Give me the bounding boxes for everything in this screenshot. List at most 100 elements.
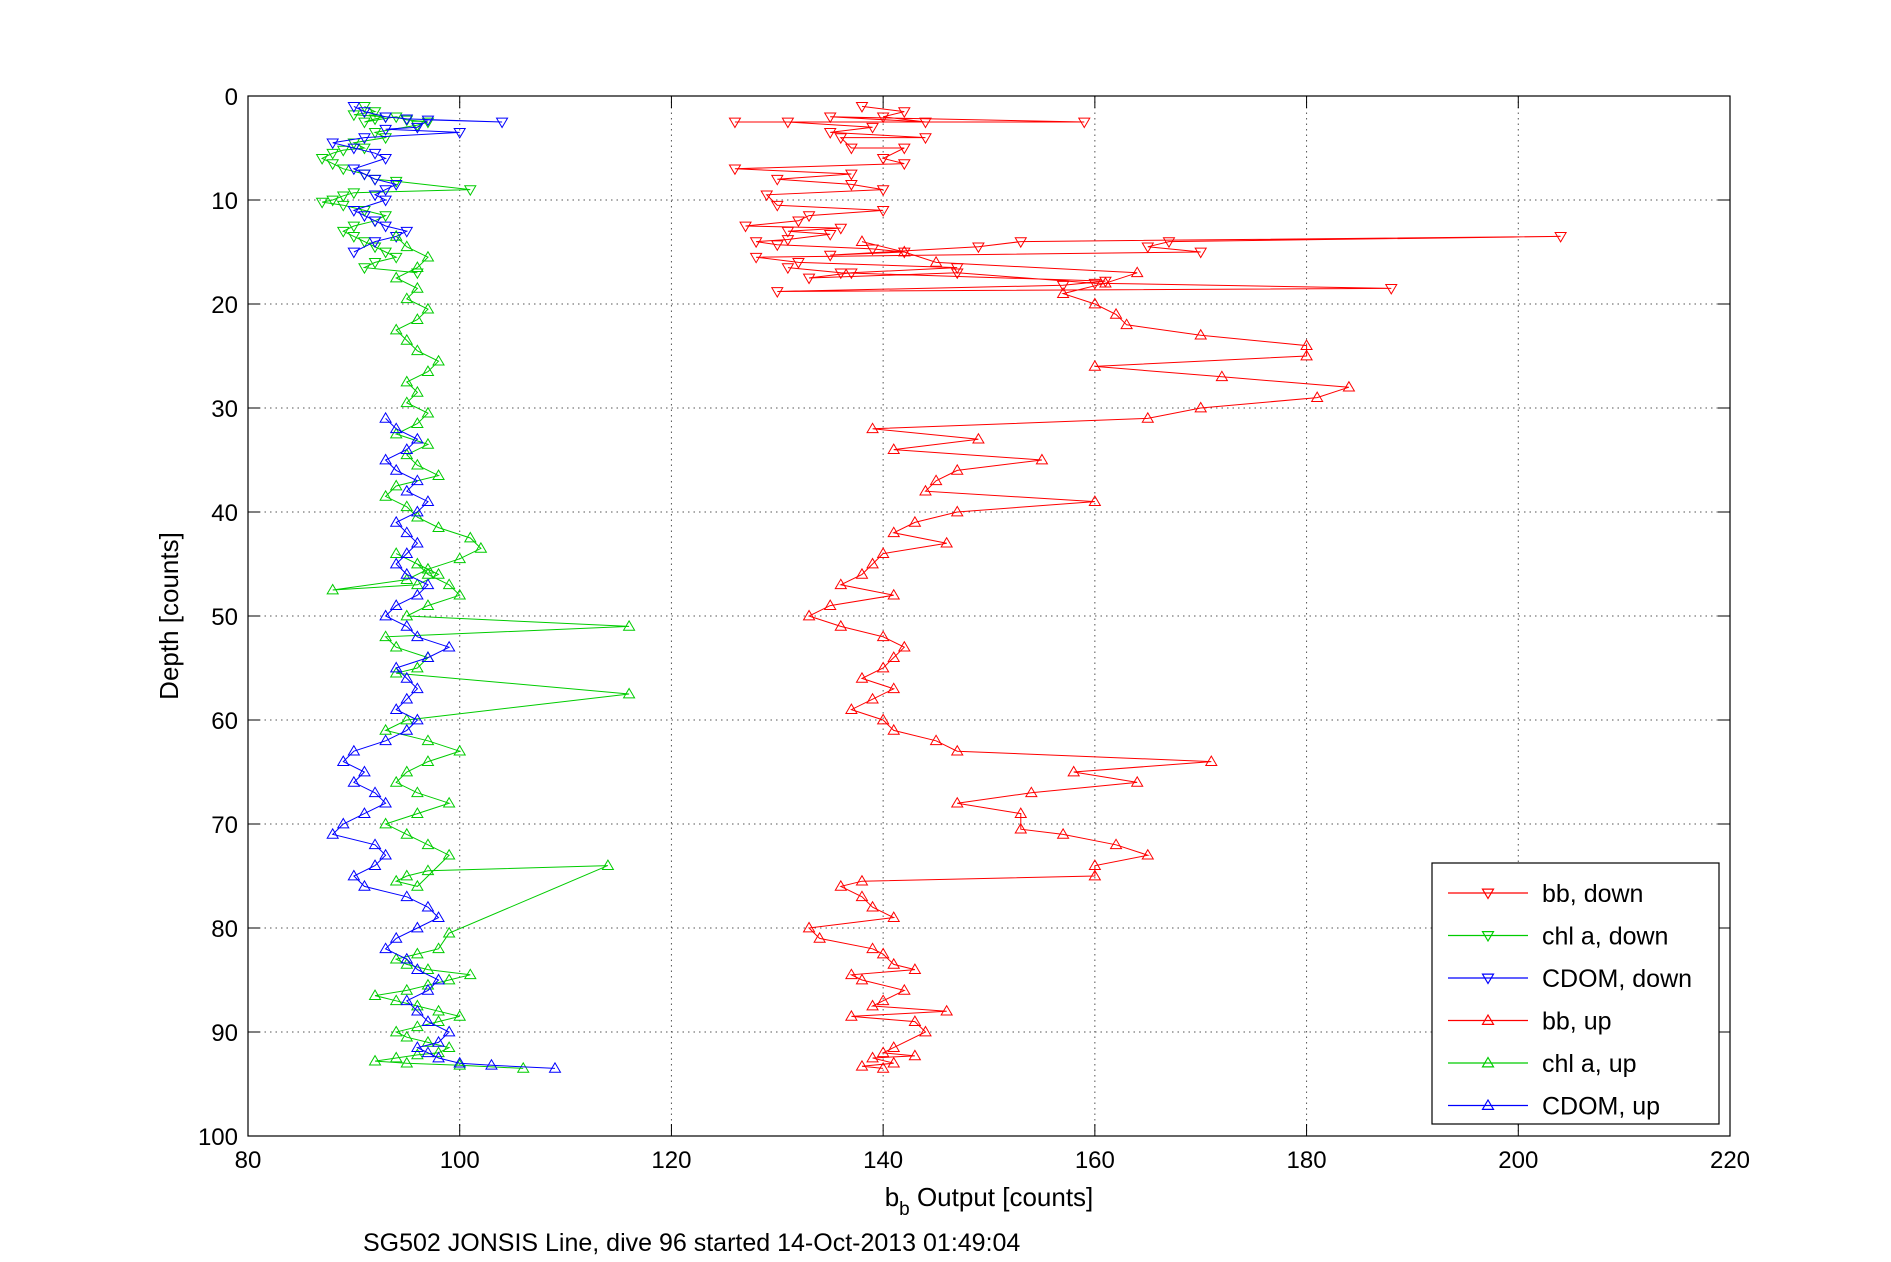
data-point <box>410 1004 424 1016</box>
data-point <box>866 422 879 434</box>
data-point <box>876 112 890 124</box>
data-point <box>813 931 827 943</box>
x-tick-label: 180 <box>1287 1147 1327 1174</box>
data-point <box>347 188 361 200</box>
data-point <box>368 989 382 1000</box>
series-3 <box>802 235 1356 1073</box>
data-point <box>897 159 911 171</box>
data-point <box>823 229 837 241</box>
data-point <box>845 180 858 191</box>
data-point <box>770 174 784 186</box>
data-point <box>421 734 435 746</box>
data-point <box>516 1061 530 1073</box>
legend-label: CDOM, up <box>1542 1093 1660 1121</box>
data-point <box>421 562 435 574</box>
data-point <box>410 1041 424 1052</box>
data-point <box>400 333 414 345</box>
data-point <box>379 942 392 954</box>
data-point <box>855 235 869 246</box>
data-point <box>887 443 901 454</box>
data-point <box>421 302 435 314</box>
data-point <box>389 666 403 678</box>
data-point <box>876 630 890 642</box>
legend-label: chl a, up <box>1542 1050 1637 1078</box>
data-point <box>897 245 911 257</box>
legend: bb, down chl a, down CDOM, down bb, up chl a… <box>1431 862 1720 1125</box>
data-point <box>358 879 371 891</box>
data-point <box>389 952 403 964</box>
data-point <box>336 817 350 829</box>
data-point <box>432 942 445 954</box>
y-tick-label: 20 <box>211 292 238 319</box>
data-point <box>887 911 901 922</box>
data-point <box>389 599 403 610</box>
data-point <box>887 651 901 662</box>
data-point <box>400 115 414 127</box>
data-point <box>1310 391 1324 402</box>
data-point <box>347 206 361 217</box>
series-line <box>331 418 556 1069</box>
data-point <box>368 216 382 228</box>
data-point <box>379 185 392 197</box>
data-point <box>421 651 435 662</box>
data-point <box>410 261 424 272</box>
data-point <box>336 145 350 157</box>
data-point <box>1056 280 1070 292</box>
data-point <box>845 968 858 980</box>
dive-caption: SG502 JONSIS Line, dive 96 started 14-Oc… <box>363 1229 1020 1257</box>
data-point <box>368 107 382 119</box>
data-point <box>358 169 371 181</box>
data-point <box>876 994 890 1006</box>
data-point <box>876 1061 890 1073</box>
data-point <box>908 1049 922 1061</box>
data-point <box>389 232 403 243</box>
data-point <box>845 143 858 155</box>
data-point <box>1109 307 1123 319</box>
data-point <box>347 232 361 243</box>
data-point <box>897 983 911 995</box>
data-point <box>876 1046 890 1058</box>
data-point <box>1014 822 1028 834</box>
data-point <box>410 879 424 891</box>
data-point <box>410 1020 424 1032</box>
data-point <box>823 112 837 124</box>
data-point <box>887 1041 901 1052</box>
y-tick-label: 90 <box>211 1020 238 1047</box>
data-point <box>389 479 403 491</box>
x-tick-label: 140 <box>863 1147 903 1174</box>
data-point <box>1194 401 1208 413</box>
data-point <box>358 117 371 129</box>
data-point <box>1099 276 1112 288</box>
data-point <box>823 599 837 610</box>
data-point <box>622 687 636 699</box>
data-point <box>358 143 371 155</box>
data-point <box>1088 869 1102 881</box>
data-point <box>400 526 414 538</box>
data-point <box>358 263 371 275</box>
data-point <box>1088 859 1102 870</box>
data-point <box>1130 775 1144 787</box>
y-tick-label: 70 <box>211 812 238 839</box>
data-point <box>410 474 424 486</box>
data-point <box>400 547 414 558</box>
data-point <box>336 164 350 176</box>
data-point <box>823 128 837 139</box>
data-point <box>315 197 329 209</box>
data-point <box>400 609 414 621</box>
data-point <box>421 250 435 262</box>
data-point <box>908 515 922 527</box>
data-point <box>442 640 456 652</box>
data-point <box>421 578 435 590</box>
data-point <box>421 900 435 912</box>
data-point <box>400 619 414 631</box>
data-point <box>410 432 424 444</box>
data-point <box>866 1051 879 1063</box>
data-point <box>368 838 382 850</box>
data-point <box>379 154 392 165</box>
y-tick-label: 60 <box>211 708 238 735</box>
data-point <box>728 164 742 176</box>
data-point <box>326 195 340 207</box>
data-point <box>792 216 805 228</box>
data-point <box>379 411 392 423</box>
legend-label: bb, down <box>1542 880 1643 908</box>
